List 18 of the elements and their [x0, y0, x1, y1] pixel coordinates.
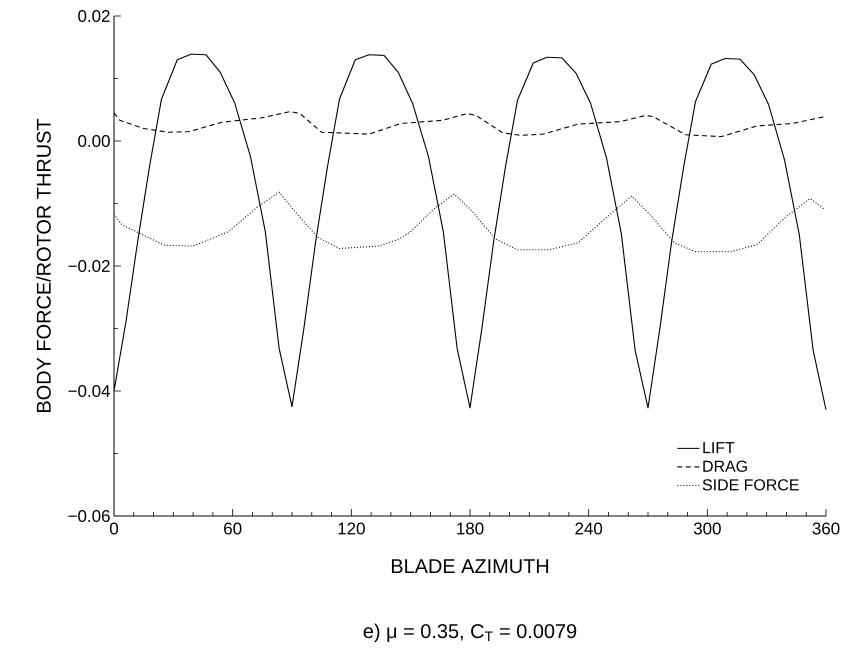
- x-tick-label: 240: [575, 522, 602, 535]
- x-tick-label: 60: [224, 522, 242, 535]
- x-tick-label: 300: [694, 522, 721, 535]
- x-axis-title: BLADE AZIMUTH: [392, 559, 548, 574]
- legend-label: SIDE FORCE: [702, 479, 799, 490]
- y-tick-label: −0.04: [68, 385, 110, 397]
- x-tick-label: 120: [338, 522, 365, 535]
- text: e) μ = 0.35, C$_{T}$ = 0.0079: [364, 624, 576, 642]
- legend-label: DRAG: [703, 460, 747, 472]
- x-tick-label: 360: [812, 522, 840, 535]
- y-tick-label: −0.06: [68, 510, 110, 522]
- x-tick-label: 180: [457, 522, 484, 535]
- y-tick-label: −0.02: [68, 260, 110, 272]
- x-tick-label: 0: [110, 522, 118, 535]
- y-tick-label: 0.02: [78, 10, 110, 22]
- y-tick-label: 0.00: [78, 135, 110, 147]
- y-axis-title: BODY FORCE/ROTOR THRUST: [36, 118, 51, 412]
- legend-label: LIFT: [703, 442, 734, 454]
